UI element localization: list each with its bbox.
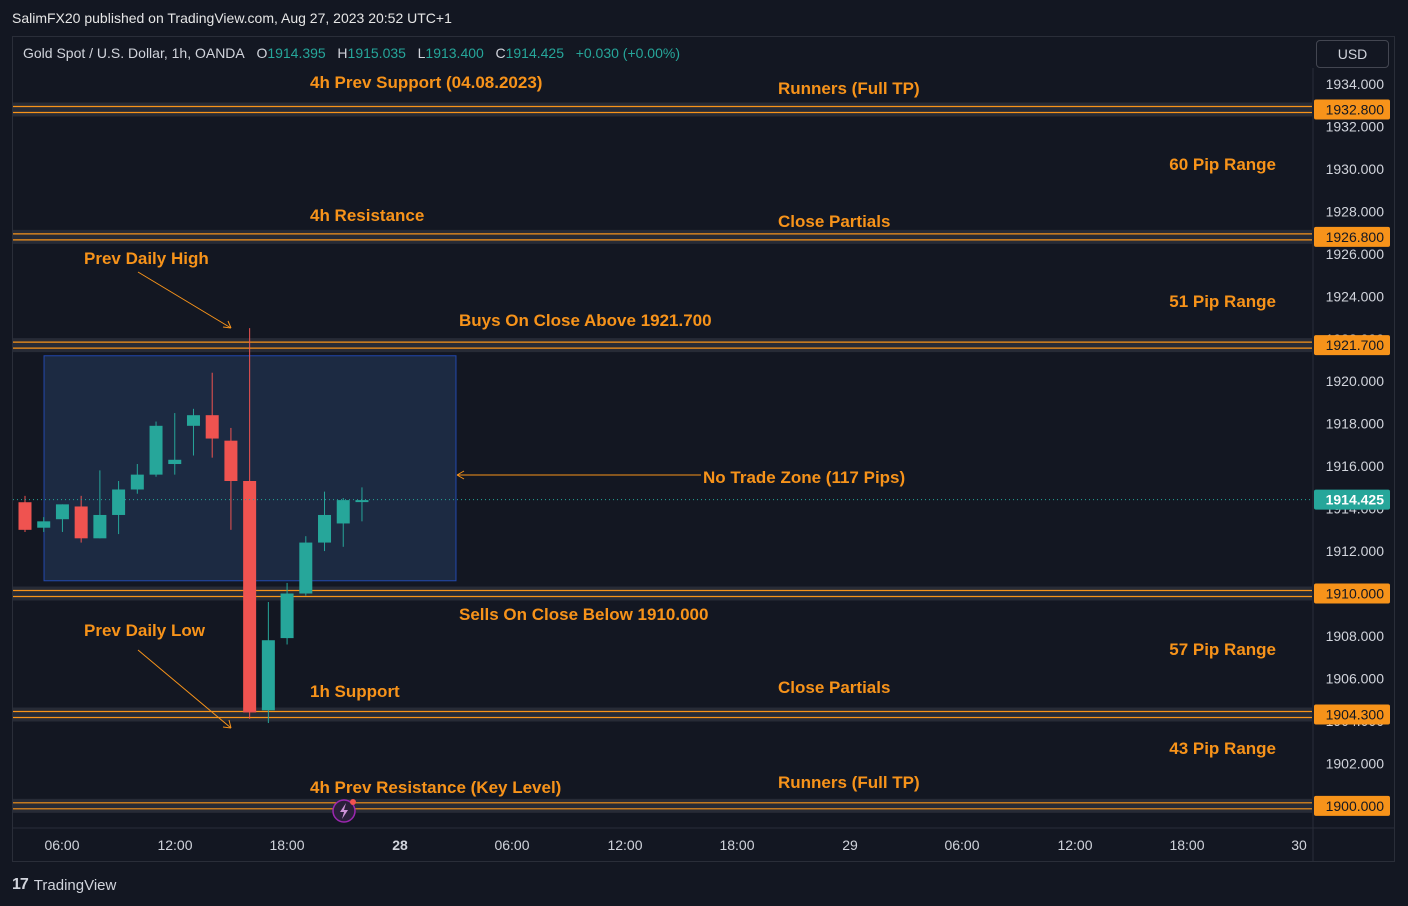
open-label: O — [256, 45, 268, 61]
low-value: 1913.400 — [425, 45, 484, 61]
low-label: L — [417, 45, 426, 61]
symbol-legend[interactable]: Gold Spot / U.S. Dollar, 1h, OANDA O1914… — [23, 45, 680, 61]
close-label: C — [495, 45, 506, 61]
currency-button[interactable]: USD — [1316, 40, 1389, 68]
high-label: H — [337, 45, 348, 61]
close-value: 1914.425 — [505, 45, 565, 61]
change-value: +0.030 (+0.00%) — [575, 45, 680, 61]
publisher-info: SalimFX20 published on TradingView.com, … — [12, 10, 452, 26]
chart-frame[interactable] — [12, 36, 1395, 862]
open-value: 1914.395 — [267, 45, 326, 61]
high-value: 1915.035 — [347, 45, 406, 61]
symbol-name[interactable]: Gold Spot / U.S. Dollar, 1h, OANDA — [23, 45, 245, 61]
tradingview-logo-icon[interactable]: 17 — [12, 876, 29, 893]
footer[interactable]: 17 TradingView — [12, 874, 116, 896]
footer-brand[interactable]: TradingView — [33, 876, 117, 894]
top-bar: SalimFX20 published on TradingView.com, … — [0, 0, 1408, 36]
